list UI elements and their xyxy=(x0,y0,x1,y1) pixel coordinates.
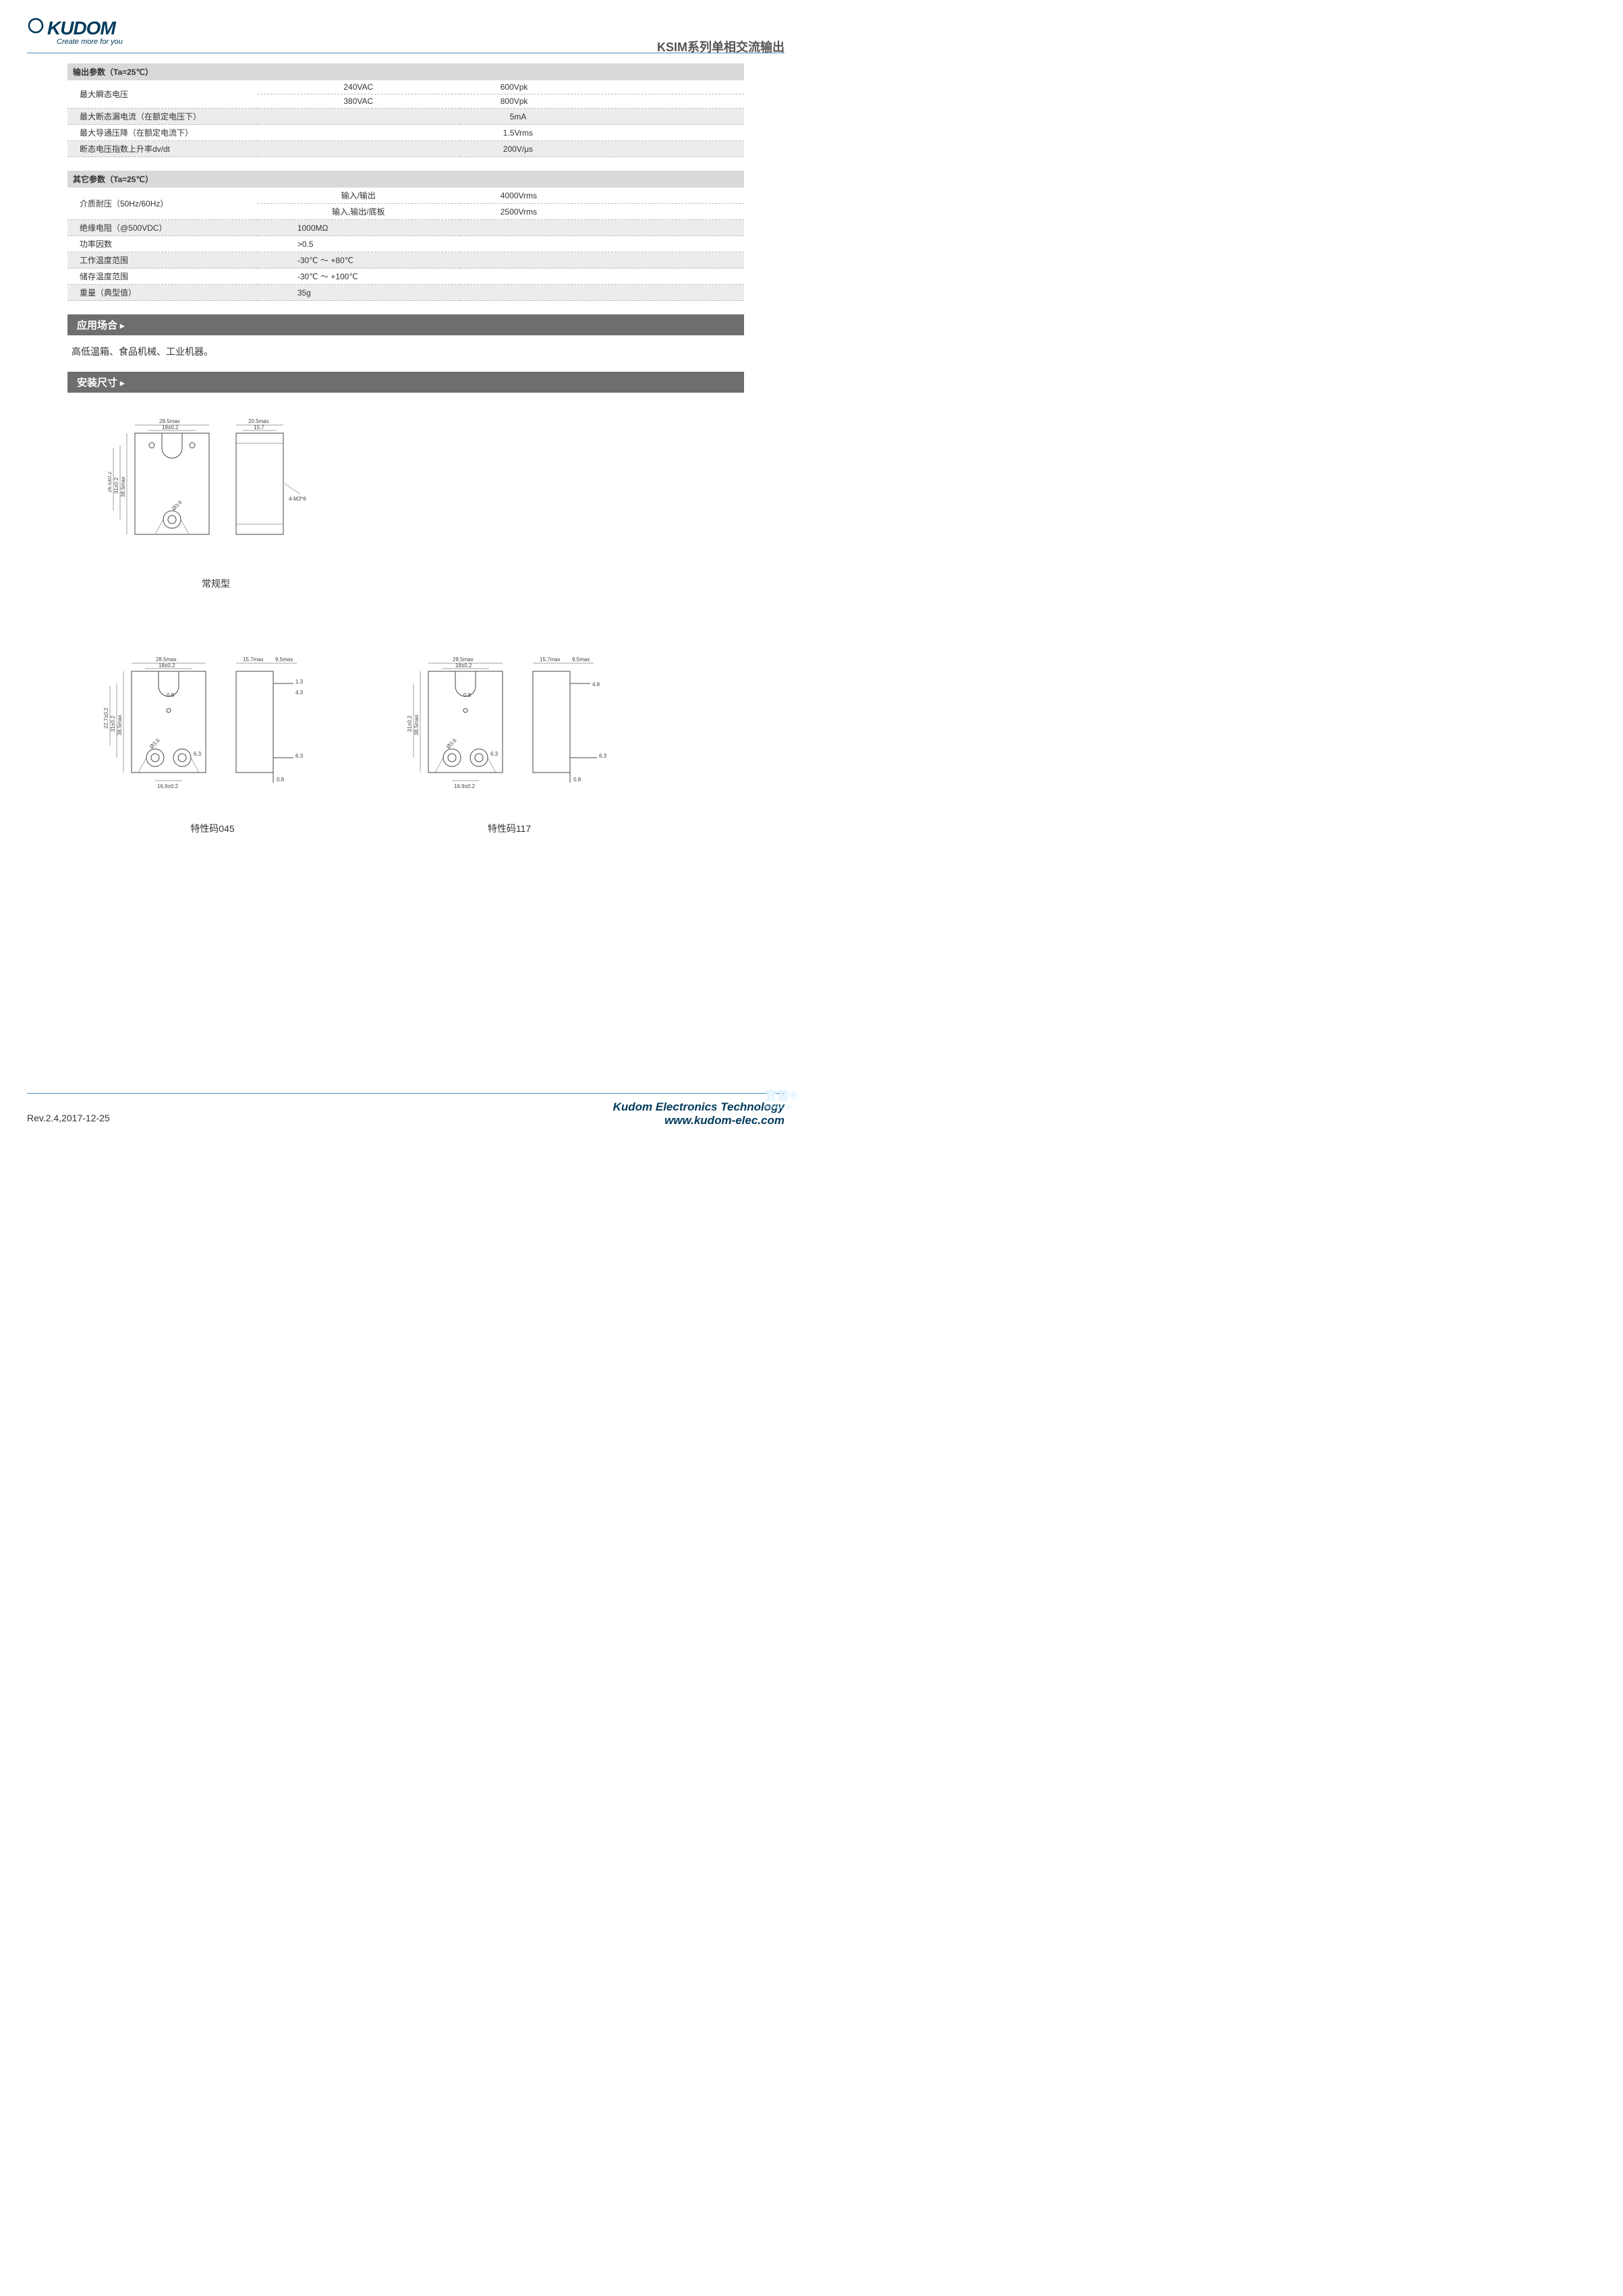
param-label: 断态电压指数上升率dv/dt xyxy=(67,141,257,157)
drawing-045: 28.5max 18±0.2 38.5max 31±0.2 22.7±0.2 0… xyxy=(101,651,324,835)
other-params-table: 其它参数（Ta=25℃） 介质耐压（50Hz/60Hz） 输入/输出 4000V… xyxy=(67,171,744,301)
dimensions-section-bar: 安装尺寸▸ xyxy=(67,372,744,393)
param-val: 1.5Vrms xyxy=(257,125,744,141)
dim-text: 28.5max xyxy=(453,656,474,663)
dim-text: 0.8 xyxy=(277,777,285,783)
page-footer: Rev.2.4,2017-12-25 Kudom Electronics Tec… xyxy=(0,1093,812,1127)
param-label: 绝缘电阻（@500VDC） xyxy=(67,220,257,236)
dim-text: Ø3.6 xyxy=(445,737,458,750)
dim-text: 28.5max xyxy=(159,418,180,424)
drawing-045-svg: 28.5max 18±0.2 38.5max 31±0.2 22.7±0.2 0… xyxy=(101,651,324,800)
drawing-standard-svg: 28.5max 18±0.2 38.5max 31±0.2 26.5±0.2 Ø… xyxy=(108,413,324,555)
param-label: 工作温度范围 xyxy=(67,252,257,269)
param-mid: 380VAC xyxy=(257,94,460,109)
drawing-caption: 特性码045 xyxy=(101,822,324,835)
dim-text: 18±0.2 xyxy=(162,424,179,430)
drawing-117-svg: 28.5max 18±0.2 38.5max 31±0.2 0.8 6.3 Ø3… xyxy=(398,651,621,800)
dim-text: 0.8 xyxy=(463,692,472,698)
dim-text: 6.3 xyxy=(599,753,607,759)
page-header: KUDOM Create more for you KSIM系列单相交流输出 xyxy=(0,0,812,53)
logo-icon xyxy=(27,17,45,34)
dim-text: Ø3.6 xyxy=(171,499,183,511)
param-label: 储存温度范围 xyxy=(67,269,257,285)
watermark-sub: xuanpu.top xyxy=(765,1104,798,1110)
param-mid: 240VAC xyxy=(257,80,460,94)
dim-text: 4.8 xyxy=(592,681,600,688)
dim-text: 38.5max xyxy=(117,715,123,735)
dim-text: 6.3 xyxy=(490,751,499,757)
drawing-caption: 常规型 xyxy=(108,577,324,590)
application-section-bar: 应用场合▸ xyxy=(67,314,744,335)
dim-text: 6.3 xyxy=(194,751,202,757)
arrow-icon: ▸ xyxy=(120,320,125,331)
table-header: 输出参数（Ta=25℃） xyxy=(67,63,744,80)
param-val: 1000MΩ xyxy=(257,220,744,236)
section-title: 安装尺寸 xyxy=(77,377,117,389)
arrow-icon: ▸ xyxy=(120,378,125,388)
param-val: 200V/μs xyxy=(257,141,744,157)
dim-text: 31±0.2 xyxy=(407,715,413,732)
dim-text: 31±0.2 xyxy=(113,477,119,494)
output-params-table: 输出参数（Ta=25℃） 最大瞬态电压 240VAC 600Vpk 380VAC… xyxy=(67,63,744,157)
dim-text: 38.5max xyxy=(414,715,420,735)
param-val: -30℃ ～ +80℃ xyxy=(257,252,744,269)
param-label: 功率因数 xyxy=(67,236,257,252)
dim-text: 16.9±0.2 xyxy=(454,783,476,789)
param-val: 35g xyxy=(257,285,744,301)
param-mid: 输入/输出 xyxy=(257,188,460,204)
footer-revision: Rev.2.4,2017-12-25 xyxy=(27,1113,110,1123)
dim-text: 15.7 xyxy=(254,424,264,430)
param-label: 最大断态漏电流（在额定电压下） xyxy=(67,109,257,125)
param-val: -30℃ ～ +100℃ xyxy=(257,269,744,285)
dim-text: 4-M3*6 xyxy=(289,496,306,502)
watermark-text: 宜普® xyxy=(765,1089,798,1102)
param-val: 4000Vrms xyxy=(460,188,744,204)
dim-text: 9.5max xyxy=(275,656,293,663)
param-label: 最大瞬态电压 xyxy=(67,80,257,109)
drawings-area: 28.5max 18±0.2 38.5max 31±0.2 26.5±0.2 Ø… xyxy=(67,413,744,835)
param-mid: 输入,输出/底板 xyxy=(257,204,460,220)
watermark: 宜普® xuanpu.top xyxy=(765,1086,798,1110)
application-text: 高低温箱、食品机械、工业机器。 xyxy=(72,345,740,358)
dim-text: 9.5max xyxy=(572,656,590,663)
dim-text: 4.3 xyxy=(295,690,304,696)
table-header: 其它参数（Ta=25℃） xyxy=(67,171,744,188)
brand-logo: KUDOM xyxy=(27,17,785,39)
footer-url: www.kudom-elec.com xyxy=(613,1114,785,1127)
drawing-caption: 特性码117 xyxy=(398,822,621,835)
drawing-117: 28.5max 18±0.2 38.5max 31±0.2 0.8 6.3 Ø3… xyxy=(398,651,621,835)
param-val: 2500Vrms xyxy=(460,204,744,220)
footer-divider xyxy=(27,1093,785,1094)
param-val: 800Vpk xyxy=(460,94,744,109)
param-label: 重量（典型值） xyxy=(67,285,257,301)
dim-text: 15.7max xyxy=(243,656,264,663)
dim-text: Ø3.6 xyxy=(148,737,161,750)
dim-text: 18±0.2 xyxy=(455,663,472,669)
dim-text: 22.7±0.2 xyxy=(103,707,109,729)
section-title: 应用场合 xyxy=(77,320,117,331)
param-val: 600Vpk xyxy=(460,80,744,94)
dim-text: 6.3 xyxy=(295,753,304,759)
series-title: KSIM系列单相交流输出 xyxy=(657,38,785,55)
dim-text: 31±0.2 xyxy=(110,715,116,732)
drawing-standard: 28.5max 18±0.2 38.5max 31±0.2 26.5±0.2 Ø… xyxy=(108,413,324,590)
dim-text: 20.5max xyxy=(248,418,269,424)
dim-text: 15.7max xyxy=(540,656,561,663)
param-label: 最大导通压降（在额定电流下） xyxy=(67,125,257,141)
brand-name: KUDOM xyxy=(47,18,115,39)
dim-text: 0.8 xyxy=(573,777,581,783)
dim-text: 28.5max xyxy=(156,656,177,663)
dim-text: 26.5±0.2 xyxy=(108,471,113,493)
dim-text: 38.5max xyxy=(120,476,126,497)
param-label: 介质耐压（50Hz/60Hz） xyxy=(67,188,257,220)
footer-company: Kudom Electronics Technology xyxy=(613,1100,785,1114)
dim-text: 0.8 xyxy=(167,692,175,698)
dim-text: 16.9±0.2 xyxy=(157,783,179,789)
dim-text: 1.3 xyxy=(295,679,304,685)
dim-text: 18±0.2 xyxy=(159,663,175,669)
param-val: >0.5 xyxy=(257,236,744,252)
param-val: 5mA xyxy=(257,109,744,125)
